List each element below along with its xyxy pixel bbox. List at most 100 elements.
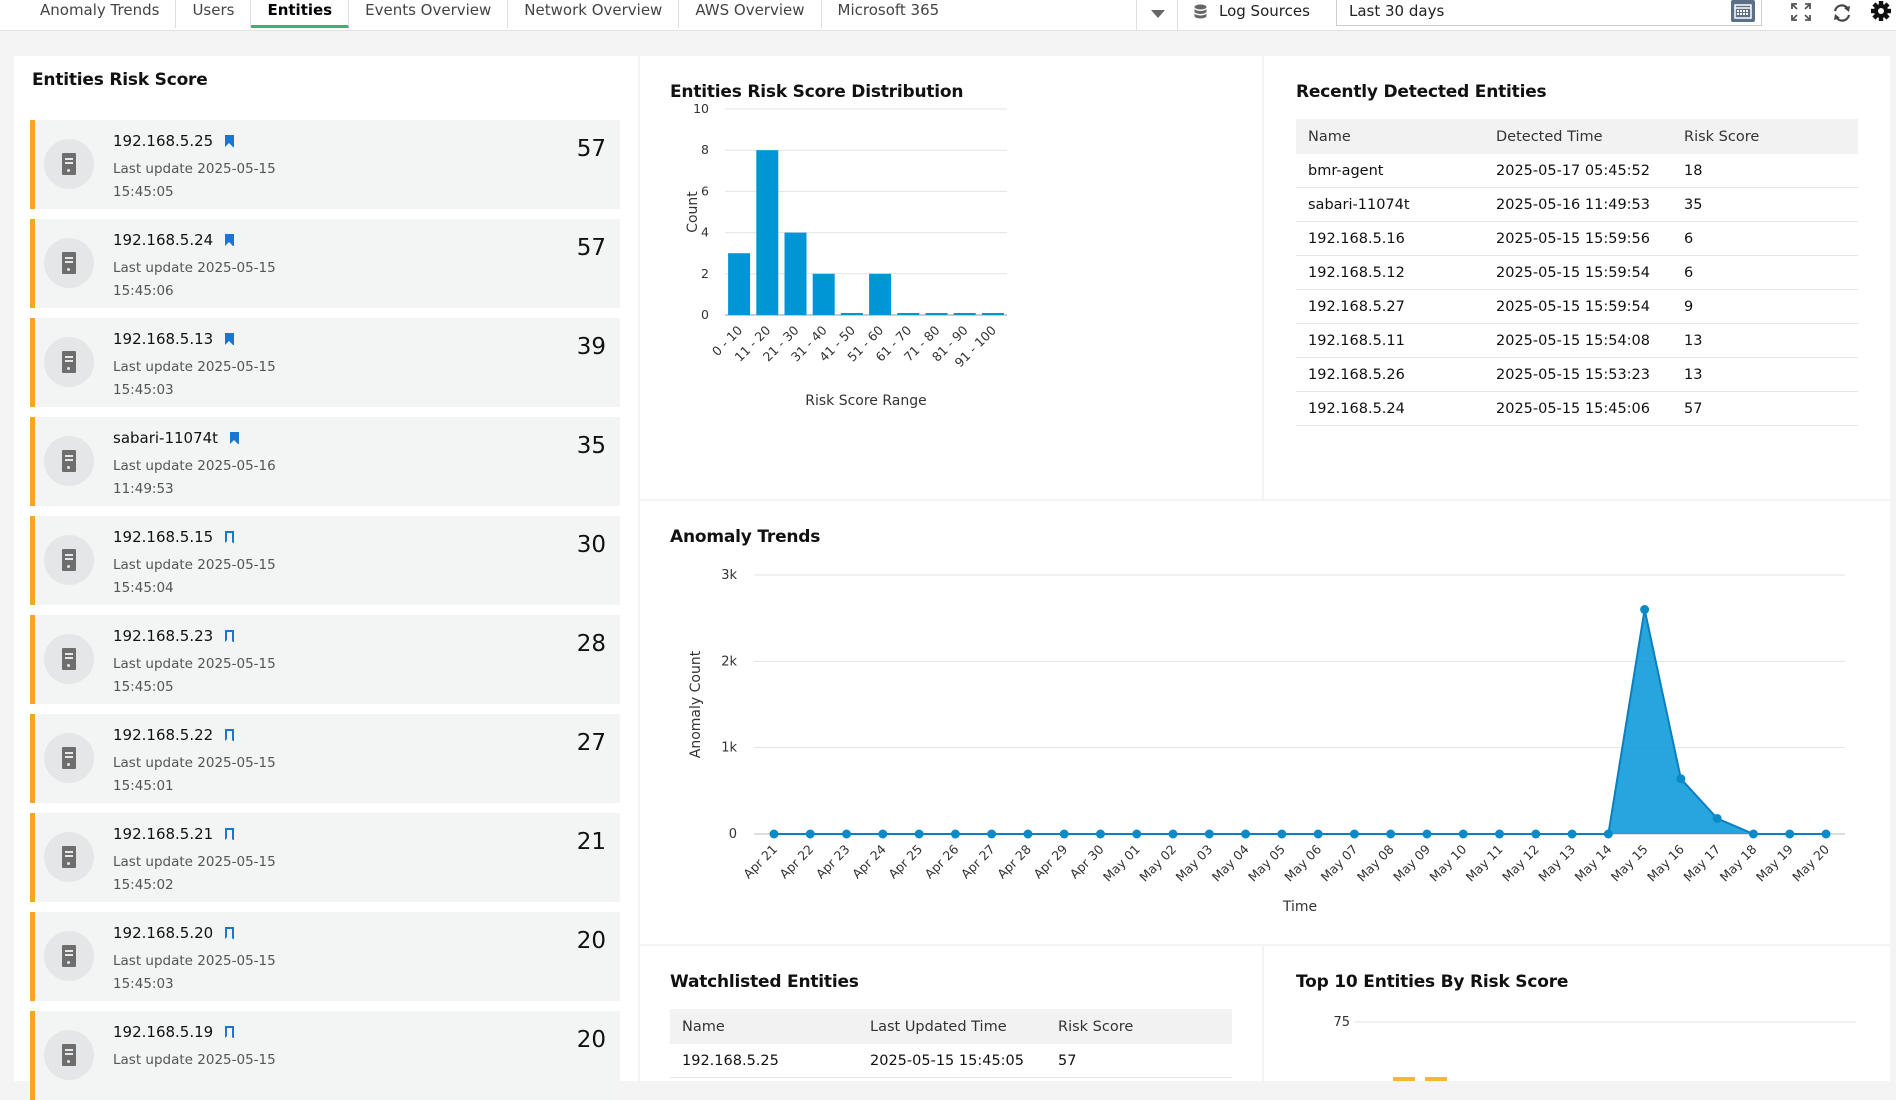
log-sources-button[interactable]: Log Sources [1194,0,1310,32]
x-axis-label: Time [1282,899,1317,915]
x-tick-label: Apr 24 [849,841,889,881]
table-row: 192.168.5.11 2025-05-15 15:54:08 13 [1296,323,1858,358]
entity-last-update: Last update 2025-05-16 11:49:53 [113,455,313,501]
risk-list-item[interactable]: sabari-11074t Last update 2025-05-16 11:49… [30,417,620,506]
table-row: 192.168.5.12 2025-05-15 15:59:54 6 [1296,255,1858,290]
entity-last-update: Last update 2025-05-15 15:45:03 [113,950,313,996]
table-cell: 2025-05-15 15:53:23 [1484,357,1672,392]
series-line [774,609,1826,835]
tab-users[interactable]: Users [176,0,252,28]
risk-list-item[interactable]: 192.168.5.21 Last update 2025-05-15 15:45:… [30,813,620,902]
x-tick-label: May 20 [1789,841,1832,884]
risk-list-item[interactable]: 192.168.5.20 Last update 2025-05-15 15:45:… [30,912,620,1001]
x-tick-label: May 18 [1717,841,1760,884]
risk-list-item[interactable]: 192.168.5.13 Last update 2025-05-15 15:45:… [30,318,620,407]
entity-name: 192.168.5.25 [113,132,235,150]
entity-name: 192.168.5.23 [113,627,235,645]
data-point [1567,829,1577,839]
x-tick-label: May 11 [1463,842,1506,885]
bookmark-icon[interactable] [225,630,235,642]
bookmark-icon[interactable] [225,927,235,939]
x-tick-label: May 09 [1390,841,1433,884]
bookmark-icon[interactable] [225,828,235,840]
entity-name-text[interactable]: 192.168.5.13 [113,330,214,348]
table-cell: 18 [1672,154,1858,188]
expand-icon[interactable] [1786,0,1816,28]
panel-title: Recently Detected Entities [1296,82,1547,102]
risk-list-item[interactable]: 192.168.5.22 Last update 2025-05-15 15:45:… [30,714,620,803]
tab-entities[interactable]: Entities [251,0,350,28]
entity-name-text[interactable]: 192.168.5.25 [113,132,214,150]
server-icon [62,1044,76,1066]
gear-icon[interactable] [1866,0,1896,28]
server-icon [62,846,76,868]
refresh-icon[interactable] [1827,0,1857,28]
entity-name-text[interactable]: 192.168.5.22 [113,726,214,744]
x-tick-label: May 12 [1499,842,1542,885]
tab-events-overview[interactable]: Events Overview [349,0,509,28]
bookmark-icon[interactable] [225,729,235,741]
panel-title: Watchlisted Entities [670,972,859,992]
bar [1393,1077,1415,1081]
data-point [1495,829,1505,839]
last-update-date: Last update 2025-05-15 [113,854,276,870]
last-update-date: Last update 2025-05-15 [113,953,276,969]
x-tick-label: May 15 [1608,842,1651,885]
tab-microsoft-365[interactable]: Microsoft 365 [837,1,940,19]
table-cell: 57 [1046,1044,1232,1078]
bookmark-icon[interactable] [225,531,235,543]
table-row: 192.168.5.25 2025-05-15 15:45:05 57 [670,1044,1232,1078]
entity-name-text[interactable]: 192.168.5.15 [113,528,214,546]
risk-list-item[interactable]: 192.168.5.24 Last update 2025-05-15 15:45:… [30,219,620,308]
data-point [1132,829,1142,839]
table-cell: 2025-05-17 05:45:52 [1484,154,1672,188]
bookmark-icon[interactable] [225,135,235,147]
bar [728,253,751,315]
date-range-picker[interactable]: Last 30 days [1336,0,1762,26]
bookmark-icon[interactable] [225,234,235,246]
chevron-down-icon[interactable] [1136,0,1178,30]
bar [981,313,1004,315]
risk-score-value: 30 [576,532,606,558]
table-row: bmr-agent 2025-05-17 05:45:52 18 [1296,154,1858,188]
top-10-chart: 75 [1333,1015,1856,1081]
last-update-time: 15:45:03 [113,976,174,992]
x-tick-label: May 05 [1245,842,1288,885]
last-update-date: Last update 2025-05-15 [113,359,276,375]
table-cell: 192.168.5.16 [1296,221,1484,256]
last-update-date: Last update 2025-05-16 [113,458,276,474]
date-range-value: Last 30 days [1349,2,1445,20]
table-cell: 13 [1672,357,1858,392]
entity-name: 192.168.5.20 [113,924,235,942]
tab-aws-overview[interactable]: AWS Overview [679,0,822,28]
risk-list-item[interactable]: 192.168.5.25 Last update 2025-05-15 15:45:… [30,120,620,209]
column-header: Risk Score [1672,119,1858,154]
column-header: Name [670,1009,858,1044]
entity-name-text[interactable]: 192.168.5.20 [113,924,214,942]
bookmark-icon[interactable] [225,333,235,345]
entity-name-text[interactable]: 192.168.5.24 [113,231,214,249]
entity-name-text[interactable]: sabari-11074t [113,429,219,447]
risk-list-item[interactable]: 192.168.5.19 Last update 2025-05-15 20 [30,1011,620,1100]
y-tick-label: 10 [693,101,709,116]
calendar-icon[interactable] [1731,0,1755,22]
x-tick-label: Apr 21 [740,842,780,882]
data-point [1458,829,1468,839]
risk-score-value: 28 [576,631,606,657]
data-point [1313,829,1323,839]
entity-name-text[interactable]: 192.168.5.21 [113,825,214,843]
risk-list-item[interactable]: 192.168.5.23 Last update 2025-05-15 15:45:… [30,615,620,704]
last-update-date: Last update 2025-05-15 [113,656,276,672]
bookmark-icon[interactable] [225,1026,235,1038]
risk-list-item[interactable]: 192.168.5.15 Last update 2025-05-15 15:45:… [30,516,620,605]
table-row: sabari-11074t 2025-05-16 11:49:53 35 [1296,187,1858,222]
entity-last-update: Last update 2025-05-15 15:45:03 [113,356,313,402]
entity-name-text[interactable]: 192.168.5.23 [113,627,214,645]
tab-anomaly-trends[interactable]: Anomaly Trends [24,0,177,28]
bookmark-icon[interactable] [230,432,240,444]
data-point [1241,829,1251,839]
entity-link[interactable]: 192.168.5.25 [670,1044,858,1078]
tab-network-overview[interactable]: Network Overview [508,0,680,28]
entity-name-text[interactable]: 192.168.5.19 [113,1023,214,1041]
